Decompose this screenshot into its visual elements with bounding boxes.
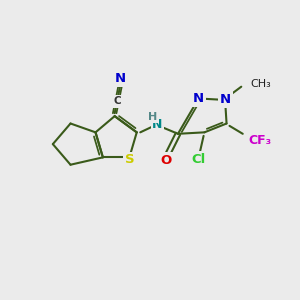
Text: N: N	[220, 93, 231, 106]
Text: S: S	[125, 153, 135, 166]
Text: C: C	[114, 96, 122, 106]
Text: N: N	[115, 72, 126, 85]
Text: N: N	[152, 118, 163, 131]
Text: O: O	[160, 154, 172, 167]
Text: N: N	[193, 92, 204, 105]
Text: CH₃: CH₃	[250, 79, 271, 89]
Text: CF₃: CF₃	[249, 134, 272, 147]
Text: Cl: Cl	[191, 153, 206, 166]
Text: H: H	[148, 112, 158, 122]
